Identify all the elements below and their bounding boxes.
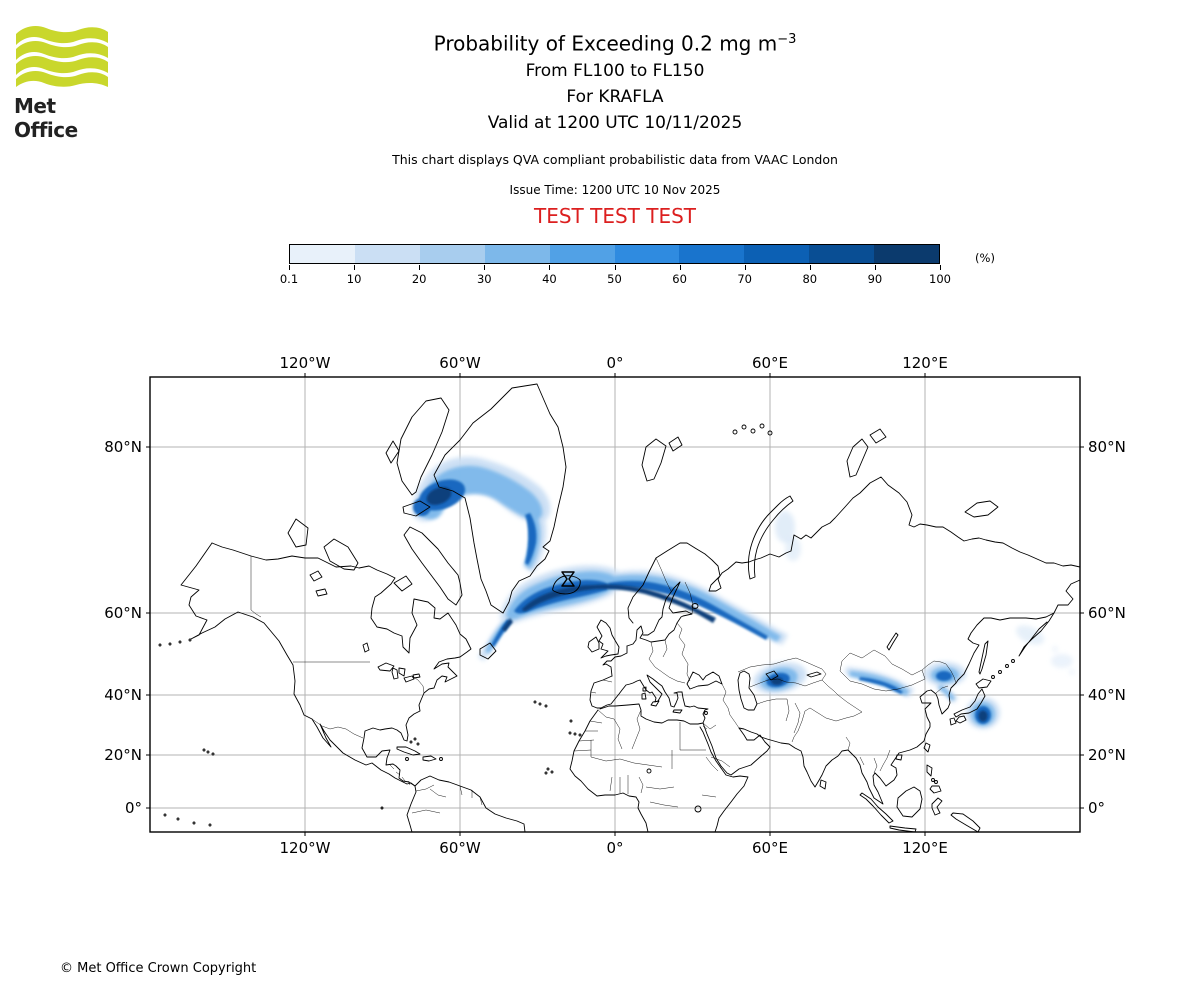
colorbar-tick-label: 90 xyxy=(867,272,883,286)
x-axis-tick-label-bottom: 60°W xyxy=(439,839,481,857)
y-axis-tick-label-right: 0° xyxy=(1088,799,1106,817)
chart-title: Probability of Exceeding 0.2 mg m−3 xyxy=(30,26,1200,58)
y-axis-tick-label-right: 40°N xyxy=(1088,686,1126,704)
subtitle-flight-levels: From FL100 to FL150 xyxy=(525,60,705,81)
x-axis-tick-label-top: 0° xyxy=(606,354,624,372)
colorbar-tick-label: 40 xyxy=(542,272,557,286)
colorbar-tick-label: 50 xyxy=(607,272,622,286)
y-axis-tick-label-right: 20°N xyxy=(1088,746,1126,764)
met-office-logo-text: Met Office xyxy=(14,94,78,142)
x-axis-tick-label-top: 120°E xyxy=(902,354,948,372)
colorbar-tick xyxy=(354,265,356,270)
x-axis-tick-label-bottom: 120°W xyxy=(279,839,331,857)
issue-time: Issue Time: 1200 UTC 10 Nov 2025 xyxy=(509,182,721,197)
colorbar-tick-label: 0.1 xyxy=(279,272,299,286)
volcano-marker-icon xyxy=(561,571,575,587)
colorbar-segment xyxy=(549,245,615,263)
x-axis-tick-label-top: 120°W xyxy=(279,354,331,372)
axis-ticks xyxy=(146,373,1084,836)
colorbar-segments xyxy=(289,244,940,264)
colorbar-segment xyxy=(874,245,940,263)
colorbar-tick xyxy=(614,265,616,270)
colorbar-tick-label: 10 xyxy=(346,272,362,286)
y-axis-tick-label-left: 80°N xyxy=(104,438,142,456)
colorbar-tick xyxy=(809,265,811,270)
subtitle-valid-time: Valid at 1200 UTC 10/11/2025 xyxy=(487,112,743,133)
colorbar-segment xyxy=(809,245,875,263)
probability-colorbar: 0.1 10 20 30 40 50 60 70 80 90 100 (%) xyxy=(280,244,995,286)
colorbar-tick xyxy=(940,265,941,270)
plume-darkest-layer xyxy=(426,487,988,722)
graticule-grid xyxy=(150,377,1080,832)
colorbar-tick xyxy=(484,265,486,270)
y-axis-tick-label-right: 80°N xyxy=(1088,438,1126,456)
copyright-notice: © Met Office Crown Copyright xyxy=(60,961,257,976)
colorbar-tick xyxy=(419,265,421,270)
chart-title-text: Probability of Exceeding 0.2 mg m xyxy=(433,31,778,56)
chart-title-exponent: −3 xyxy=(777,32,797,47)
y-axis-tick-label-left: 40°N xyxy=(104,686,142,704)
met-office-logo: Met Office xyxy=(14,24,114,142)
coastlines xyxy=(158,383,1081,833)
y-axis-tick-label-left: 60°N xyxy=(104,604,142,622)
chart-header: Probability of Exceeding 0.2 mg m−3 From… xyxy=(30,26,1200,228)
colorbar-tick xyxy=(679,265,681,270)
chart-description: This chart displays QVA compliant probab… xyxy=(392,151,838,167)
subtitle-volcano: For KRAFLA xyxy=(566,86,664,107)
x-axis-tick-label-top: 60°W xyxy=(439,354,481,372)
colorbar-tick-label: 20 xyxy=(411,272,427,286)
colorbar-segment xyxy=(290,245,355,263)
colorbar-tick xyxy=(744,265,746,270)
colorbar-tick-label: 100 xyxy=(929,272,951,286)
x-axis-tick-label-bottom: 0° xyxy=(606,839,624,857)
y-axis-tick-label-right: 60°N xyxy=(1088,604,1126,622)
colorbar-segment xyxy=(679,245,745,263)
colorbar-tick-label: 70 xyxy=(737,272,752,286)
colorbar-tick-label: 60 xyxy=(672,272,687,286)
colorbar-tick-label: 80 xyxy=(802,272,818,286)
met-office-waves-icon xyxy=(16,26,108,87)
colorbar-segment xyxy=(744,245,810,263)
colorbar-tick xyxy=(549,265,551,270)
colorbar-tick-label: 30 xyxy=(476,272,492,286)
world-map xyxy=(146,373,1084,836)
y-axis-tick-label-left: 20°N xyxy=(104,746,142,764)
country-borders xyxy=(250,556,957,814)
colorbar-labels: 0.1 10 20 30 40 50 60 70 80 90 100 xyxy=(280,265,989,291)
test-banner: TEST TEST TEST xyxy=(533,203,696,228)
x-axis-tick-label-top: 60°E xyxy=(751,354,789,372)
colorbar-segment xyxy=(419,245,485,263)
colorbar-segment xyxy=(354,245,420,263)
colorbar-unit: (%) xyxy=(975,251,995,265)
y-axis-tick-label-left: 0° xyxy=(124,799,142,817)
colorbar-segment xyxy=(614,245,680,263)
x-axis-tick-label-bottom: 60°E xyxy=(751,839,789,857)
colorbar-segment xyxy=(484,245,550,263)
colorbar-tick xyxy=(289,265,290,270)
x-axis-tick-label-bottom: 120°E xyxy=(902,839,948,857)
colorbar-tick xyxy=(874,265,876,270)
